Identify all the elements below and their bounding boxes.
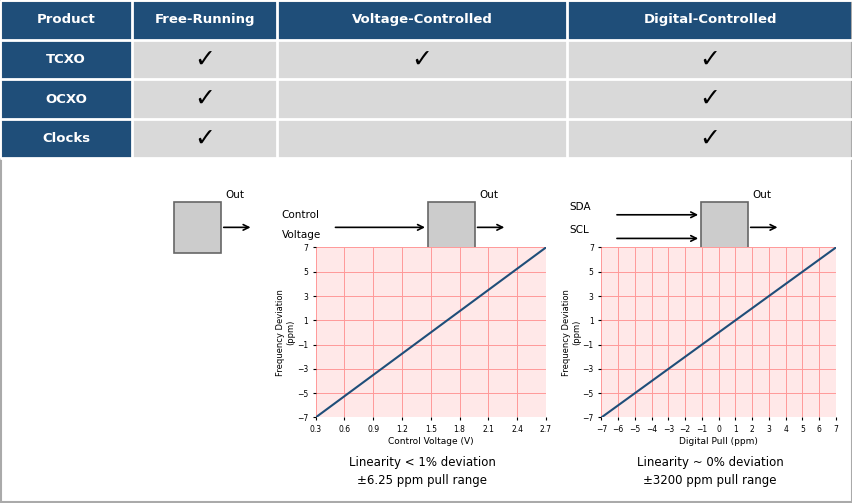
Text: SDA: SDA [569,202,590,212]
Y-axis label: Frequency Deviation
(ppm): Frequency Deviation (ppm) [275,289,295,376]
Text: ±6.25 ppm pull range: ±6.25 ppm pull range [357,474,486,487]
Text: ✓: ✓ [194,127,215,150]
Text: ✓: ✓ [699,127,720,150]
Bar [277,40,567,79]
Text: SCL: SCL [569,225,589,235]
Text: Out: Out [751,190,770,200]
Bar [0,0,132,40]
Text: Digital-Controlled: Digital-Controlled [642,13,776,26]
Text: Voltage: Voltage [281,230,320,240]
Text: ✓: ✓ [194,47,215,71]
Text: TCXO: TCXO [46,53,86,66]
Bar [132,0,277,40]
Bar [428,202,475,253]
Bar [0,119,132,158]
Bar [700,202,747,253]
Bar [0,79,132,119]
Bar [132,79,277,119]
Text: ✓: ✓ [699,87,720,111]
Bar [132,119,277,158]
Text: Linearity ~ 0% deviation: Linearity ~ 0% deviation [636,456,783,469]
Text: ✓: ✓ [194,87,215,111]
Text: Clocks: Clocks [42,132,90,145]
Bar [0,40,132,79]
Text: OCXO: OCXO [45,93,87,106]
Text: Out: Out [479,190,498,200]
Bar [277,0,567,40]
X-axis label: Control Voltage (V): Control Voltage (V) [388,437,473,446]
Bar [277,79,567,119]
Y-axis label: Frequency Deviation
(ppm): Frequency Deviation (ppm) [561,289,580,376]
Text: ±3200 ppm pull range: ±3200 ppm pull range [642,474,776,487]
Text: Voltage-Controlled: Voltage-Controlled [351,13,492,26]
Text: Control: Control [281,210,320,220]
Text: ✓: ✓ [699,47,720,71]
Text: Product: Product [37,13,95,26]
Bar [567,119,852,158]
Bar [132,40,277,79]
Bar [567,79,852,119]
Bar [277,119,567,158]
Bar [567,0,852,40]
Text: Out: Out [225,190,244,200]
Text: Linearity < 1% deviation: Linearity < 1% deviation [348,456,495,469]
Text: Free-Running: Free-Running [154,13,255,26]
Bar [567,40,852,79]
Bar [174,202,221,253]
Text: ✓: ✓ [412,47,432,71]
X-axis label: Digital Pull (ppm): Digital Pull (ppm) [678,437,757,446]
